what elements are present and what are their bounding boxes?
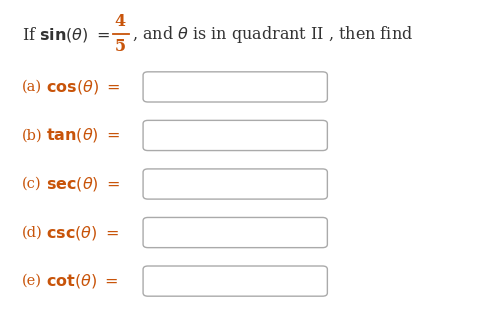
Text: $\mathbf{sec}(\theta)\ =$: $\mathbf{sec}(\theta)\ =$	[46, 175, 120, 193]
Text: If $\mathbf{sin}(\theta)$ $=$: If $\mathbf{sin}(\theta)$ $=$	[22, 25, 109, 44]
Text: , and $\theta$ is in quadrant II , then find: , and $\theta$ is in quadrant II , then …	[132, 24, 412, 45]
Text: 4: 4	[115, 13, 125, 31]
Text: 5: 5	[115, 38, 125, 55]
FancyBboxPatch shape	[143, 266, 327, 296]
Text: $\mathbf{csc}(\theta)\ =$: $\mathbf{csc}(\theta)\ =$	[46, 224, 119, 241]
Text: $\mathbf{cot}(\theta)\ =$: $\mathbf{cot}(\theta)\ =$	[46, 272, 118, 290]
FancyBboxPatch shape	[143, 217, 327, 248]
FancyBboxPatch shape	[143, 72, 327, 102]
FancyBboxPatch shape	[143, 169, 327, 199]
Text: (e): (e)	[22, 274, 42, 288]
Text: (c): (c)	[22, 177, 41, 191]
Text: (a): (a)	[22, 80, 42, 94]
Text: $\mathbf{tan}(\theta)\ =$: $\mathbf{tan}(\theta)\ =$	[46, 127, 120, 144]
Text: (b): (b)	[22, 129, 43, 142]
FancyBboxPatch shape	[143, 120, 327, 151]
Text: $\mathbf{cos}(\theta)\ =$: $\mathbf{cos}(\theta)\ =$	[46, 78, 120, 96]
Text: (d): (d)	[22, 226, 43, 239]
